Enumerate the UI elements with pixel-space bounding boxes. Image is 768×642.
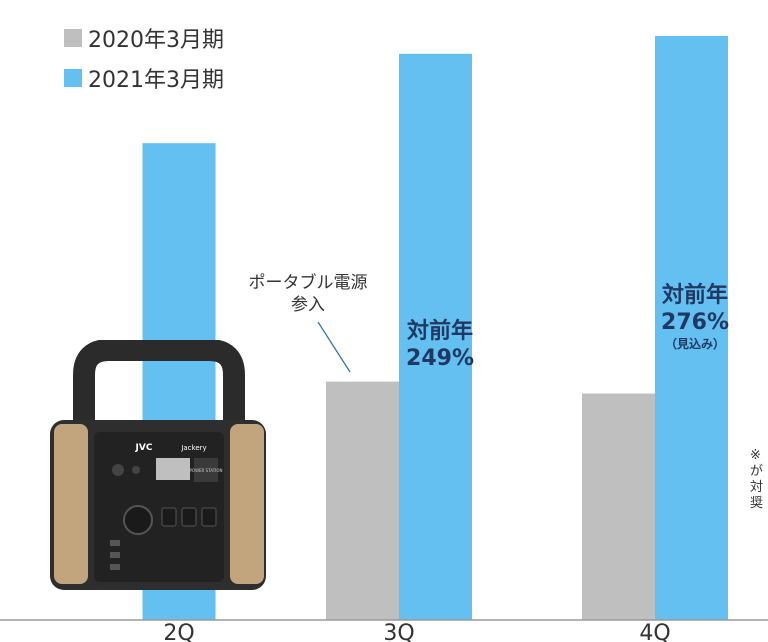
- bar-4q-series-1: [582, 393, 655, 620]
- bar-3q-series-1: [326, 381, 399, 620]
- x-tick-label-2q: 2Q: [163, 621, 194, 642]
- legend: 2020年3月期 2021年3月期: [64, 18, 224, 98]
- growth-label-4q: 対前年 276% （見込み）: [645, 282, 745, 352]
- legend-label-2020: 2020年3月期: [88, 28, 224, 53]
- growth-note-4q: （見込み）: [664, 337, 725, 351]
- legend-swatch-2021: [64, 69, 82, 87]
- growth-title-4q: 対前年: [661, 283, 728, 308]
- legend-item-2021: 2021年3月期: [64, 58, 224, 98]
- legend-item-2020: 2020年3月期: [64, 18, 224, 58]
- side-note: ※ が 対 奨: [750, 448, 764, 511]
- growth-title-3q: 対前年: [406, 319, 473, 344]
- product-label: POWER STATION: [190, 468, 223, 473]
- growth-value-3q: 249%: [406, 346, 474, 371]
- growth-value-4q: 276%: [661, 310, 729, 335]
- x-tick-label-3q: 3Q: [383, 621, 414, 642]
- legend-swatch-2020: [64, 29, 82, 47]
- growth-label-3q: 対前年 249%: [390, 318, 490, 372]
- portable-power-annotation: ポータブル電源 参入: [248, 273, 368, 315]
- product-partner: Jackery: [180, 444, 206, 452]
- product-brand: JVC: [135, 443, 153, 453]
- bar-4q-series-2: [655, 35, 728, 621]
- portable-power-station-icon: JVC Jackery POWER STATION: [50, 340, 266, 590]
- legend-label-2021: 2021年3月期: [88, 68, 224, 93]
- bar-3q-series-2: [399, 53, 472, 621]
- x-tick-label-4q: 4Q: [639, 621, 670, 642]
